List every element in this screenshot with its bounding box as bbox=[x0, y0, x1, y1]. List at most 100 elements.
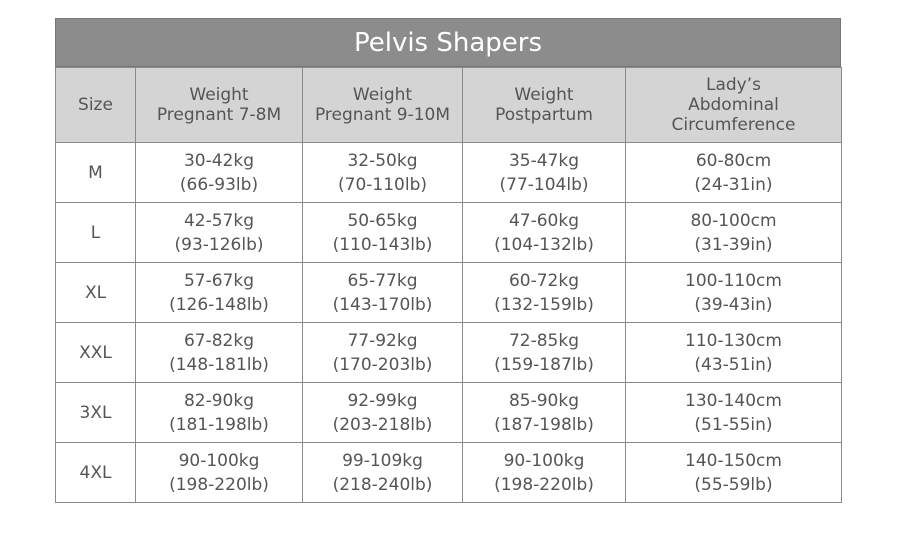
cell-line: 85-90kg bbox=[508, 390, 580, 411]
size-cell: 3XL bbox=[55, 382, 136, 443]
cell-line: (70-110lb) bbox=[338, 174, 427, 195]
table-body: M 30-42kg (66-93lb) 32-50kg (70-110lb) 35-47k… bbox=[55, 142, 842, 503]
table-row: L 42-57kg (93-126lb) 50-65kg (110-143lb) 47-6… bbox=[55, 202, 842, 263]
cell-line: 30-42kg bbox=[183, 150, 255, 171]
cell-line: (24-31in) bbox=[694, 174, 773, 195]
cell-line: Pregnant 7-8M bbox=[156, 105, 282, 125]
header-row: Size Weight Pregnant 7-8M Weight Pregnant 9-… bbox=[55, 67, 842, 143]
cell-line: Postpartum bbox=[495, 105, 593, 125]
data-cell: 72-85kg (159-187lb) bbox=[462, 322, 626, 383]
cell-line: (110-143lb) bbox=[332, 234, 433, 255]
cell-line: (187-198lb) bbox=[494, 414, 594, 435]
cell-line: (126-148lb) bbox=[169, 294, 269, 315]
cell-line: 90-100kg bbox=[503, 450, 585, 471]
data-cell: 32-50kg (70-110lb) bbox=[302, 142, 463, 203]
data-cell: 35-47kg (77-104lb) bbox=[462, 142, 626, 203]
table-row: 3XL 82-90kg (181-198lb) 92-99kg (203-218lb) 8… bbox=[55, 382, 842, 443]
cell-line: (77-104lb) bbox=[499, 174, 589, 195]
size-cell: M bbox=[55, 142, 136, 203]
cell-line: Pregnant 9-10M bbox=[314, 105, 451, 125]
cell-line: 32-50kg bbox=[347, 150, 418, 171]
cell-line: L bbox=[90, 222, 101, 243]
cell-line: (148-181lb) bbox=[169, 354, 269, 375]
cell-line: 3XL bbox=[79, 402, 112, 423]
cell-line: Weight bbox=[514, 85, 574, 105]
data-cell: 65-77kg (143-170lb) bbox=[302, 262, 463, 323]
size-cell: 4XL bbox=[55, 442, 136, 503]
cell-line: (198-220lb) bbox=[494, 474, 594, 495]
data-cell: 99-109kg (218-240lb) bbox=[302, 442, 463, 503]
data-cell: 42-57kg (93-126lb) bbox=[135, 202, 303, 263]
table-row: M 30-42kg (66-93lb) 32-50kg (70-110lb) 35-47k… bbox=[55, 142, 842, 203]
cell-line: M bbox=[88, 162, 103, 183]
cell-line: 110-130cm bbox=[685, 330, 782, 351]
data-cell: 60-72kg (132-159lb) bbox=[462, 262, 626, 323]
size-cell: L bbox=[55, 202, 136, 263]
cell-line: 140-150cm bbox=[685, 450, 782, 471]
cell-line: Size bbox=[78, 95, 113, 115]
data-cell: 140-150cm (55-59lb) bbox=[625, 442, 842, 503]
data-cell: 90-100kg (198-220lb) bbox=[135, 442, 303, 503]
table-row: 4XL 90-100kg (198-220lb) 99-109kg (218-240lb… bbox=[55, 442, 842, 503]
cell-line: 42-57kg bbox=[183, 210, 255, 231]
cell-line: 90-100kg bbox=[178, 450, 260, 471]
cell-line: 67-82kg bbox=[183, 330, 255, 351]
header-cell: Weight Pregnant 9-10M bbox=[302, 67, 463, 143]
data-cell: 82-90kg (181-198lb) bbox=[135, 382, 303, 443]
cell-line: Weight bbox=[189, 85, 249, 105]
cell-line: (143-170lb) bbox=[332, 294, 433, 315]
cell-line: Circumference bbox=[671, 115, 796, 135]
cell-line: 80-100cm bbox=[690, 210, 777, 231]
cell-line: 72-85kg bbox=[508, 330, 580, 351]
cell-line: 65-77kg bbox=[347, 270, 418, 291]
table-row: XXL 67-82kg (148-181lb) 77-92kg (170-203lb) 7… bbox=[55, 322, 842, 383]
cell-line: 82-90kg bbox=[183, 390, 255, 411]
cell-line: (203-218lb) bbox=[332, 414, 433, 435]
cell-line: 92-99kg bbox=[347, 390, 418, 411]
data-cell: 80-100cm (31-39in) bbox=[625, 202, 842, 263]
cell-line: (218-240lb) bbox=[332, 474, 433, 495]
data-cell: 50-65kg (110-143lb) bbox=[302, 202, 463, 263]
data-cell: 90-100kg (198-220lb) bbox=[462, 442, 626, 503]
cell-line: 100-110cm bbox=[685, 270, 782, 291]
data-cell: 110-130cm (43-51in) bbox=[625, 322, 842, 383]
data-cell: 30-42kg (66-93lb) bbox=[135, 142, 303, 203]
cell-line: 77-92kg bbox=[347, 330, 418, 351]
cell-line: 57-67kg bbox=[183, 270, 255, 291]
size-chart: Pelvis Shapers Size Weight Pregnant 7-8M We… bbox=[55, 18, 842, 503]
size-cell: XL bbox=[55, 262, 136, 323]
cell-line: (66-93lb) bbox=[179, 174, 259, 195]
data-cell: 92-99kg (203-218lb) bbox=[302, 382, 463, 443]
cell-line: XXL bbox=[79, 342, 112, 363]
cell-line: Weight bbox=[352, 85, 413, 105]
data-cell: 100-110cm (39-43in) bbox=[625, 262, 842, 323]
header-cell: Weight Postpartum bbox=[462, 67, 626, 143]
size-table: Size Weight Pregnant 7-8M Weight Pregnant 9-… bbox=[55, 67, 842, 503]
data-cell: 57-67kg (126-148lb) bbox=[135, 262, 303, 323]
table-row: XL 57-67kg (126-148lb) 65-77kg (143-170lb) 60… bbox=[55, 262, 842, 323]
cell-line: (132-159lb) bbox=[494, 294, 594, 315]
header-cell: Weight Pregnant 7-8M bbox=[135, 67, 303, 143]
data-cell: 85-90kg (187-198lb) bbox=[462, 382, 626, 443]
cell-line: (104-132lb) bbox=[494, 234, 594, 255]
data-cell: 60-80cm (24-31in) bbox=[625, 142, 842, 203]
cell-line: (39-43in) bbox=[694, 294, 773, 315]
cell-line: 99-109kg bbox=[342, 450, 423, 471]
cell-line: (159-187lb) bbox=[494, 354, 594, 375]
header-cell: Lady’s Abdominal Circumference bbox=[625, 67, 842, 143]
cell-line: 4XL bbox=[79, 462, 112, 483]
cell-line: (93-126lb) bbox=[174, 234, 264, 255]
cell-line: (43-51in) bbox=[694, 354, 773, 375]
header-cell: Size bbox=[55, 67, 136, 143]
data-cell: 47-60kg (104-132lb) bbox=[462, 202, 626, 263]
cell-line: 60-72kg bbox=[508, 270, 580, 291]
cell-line: 50-65kg bbox=[347, 210, 418, 231]
cell-line: 47-60kg bbox=[508, 210, 580, 231]
cell-line: (51-55in) bbox=[694, 414, 773, 435]
size-cell: XXL bbox=[55, 322, 136, 383]
cell-line: 35-47kg bbox=[508, 150, 580, 171]
cell-line: (170-203lb) bbox=[332, 354, 433, 375]
cell-line: XL bbox=[84, 282, 107, 303]
cell-line: (31-39in) bbox=[694, 234, 773, 255]
